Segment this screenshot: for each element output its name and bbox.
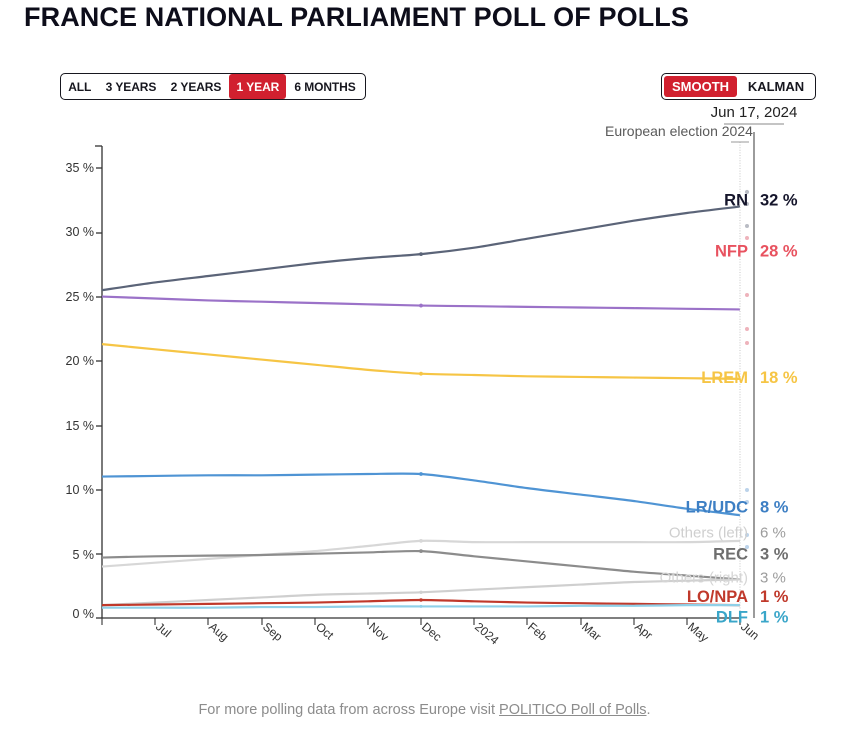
svg-text:Feb: Feb [525,620,550,644]
svg-text:Oct: Oct [313,620,337,643]
svg-text:28 %: 28 % [760,243,798,261]
svg-text:10 %: 10 % [66,483,95,497]
svg-text:Nov: Nov [366,620,391,644]
svg-text:20 %: 20 % [66,354,95,368]
svg-text:REC: REC [713,545,748,563]
svg-text:LO/NPA: LO/NPA [687,588,748,606]
svg-text:European election 2024: European election 2024 [605,123,753,139]
svg-text:3 %: 3 % [760,545,789,563]
svg-text:1 %: 1 % [760,609,789,627]
svg-text:35 %: 35 % [66,161,95,175]
svg-text:Aug: Aug [206,620,231,644]
svg-text:NFP: NFP [715,243,748,261]
svg-text:Sep: Sep [260,620,286,645]
svg-text:1 %: 1 % [760,588,789,606]
svg-text:LR/UDC: LR/UDC [686,499,748,517]
svg-text:Apr: Apr [632,620,655,643]
svg-text:0 %: 0 % [72,607,94,621]
svg-text:Dec: Dec [419,620,444,644]
svg-text:3 %: 3 % [760,570,786,587]
svg-text:Others (left): Others (left) [669,525,748,542]
svg-text:Mar: Mar [579,620,604,644]
svg-text:Jul: Jul [153,620,174,641]
svg-text:May: May [685,620,711,645]
svg-text:25 %: 25 % [66,290,95,304]
svg-text:DLF: DLF [716,609,748,627]
svg-text:18 %: 18 % [760,369,798,387]
svg-text:RN: RN [724,191,748,209]
svg-text:Jun 17, 2024: Jun 17, 2024 [711,104,798,121]
svg-text:15 %: 15 % [66,419,95,433]
svg-text:Others (right): Others (right) [660,570,748,587]
svg-text:8 %: 8 % [760,499,789,517]
svg-text:6 %: 6 % [760,525,786,542]
svg-text:32 %: 32 % [760,191,798,209]
svg-text:5 %: 5 % [72,548,94,562]
svg-text:LREM: LREM [701,369,748,387]
svg-text:30 %: 30 % [66,225,95,239]
svg-text:2024: 2024 [472,620,502,648]
